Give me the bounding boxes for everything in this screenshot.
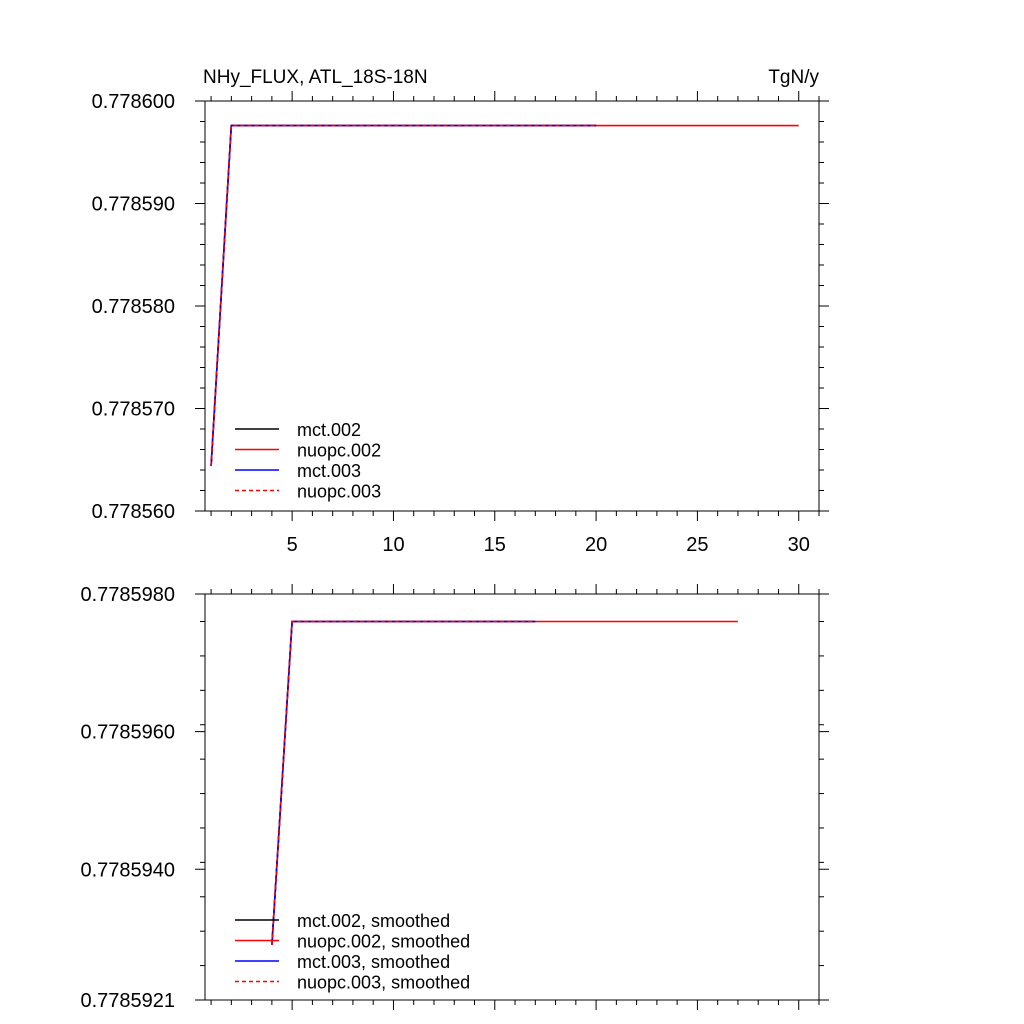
units-label: TgN/y [768,67,819,88]
bottom-panel: 0.7785921 0.7785940 0.7785960 0.7785980 mct.… [80,584,829,1012]
series-line [210,124,799,466]
series-line [271,620,536,945]
series-line [271,620,536,945]
legend-label: mct.002, smoothed [297,911,450,931]
plot-frame [204,593,820,1001]
legend-label: nuopc.002, smoothed [297,932,470,952]
legend-label: nuopc.003 [297,482,381,502]
y-tick-label: 0.778600 [92,91,175,113]
y-tick-label: 0.7785980 [80,584,175,606]
series-line [210,124,597,466]
chart-title: NHy_FLUX, ATL_18S-18N [203,67,428,88]
y-tick-label: 0.778560 [92,501,175,523]
y-tick-label: 0.778570 [92,399,175,421]
series-line [271,620,738,945]
y-tick-label: 0.7785960 [80,722,175,744]
series-line [271,620,536,945]
legend-label: mct.002 [297,420,361,440]
x-tick-label: 5 [287,534,298,556]
legend-label: mct.003 [297,461,361,481]
x-tick-label: 10 [382,534,404,556]
series-line [210,124,597,466]
legend-label: mct.003, smoothed [297,952,450,972]
x-tick-label: 30 [788,534,810,556]
series-line [210,124,597,466]
y-tick-label: 0.778590 [92,194,175,216]
x-tick-label: 25 [686,534,708,556]
legend-label: nuopc.002 [297,441,381,461]
y-tick-label: 0.778580 [92,296,175,318]
x-tick-label: 20 [585,534,607,556]
y-tick-label: 0.7785921 [80,990,175,1012]
x-tick-label: 15 [484,534,506,556]
y-tick-label: 0.7785940 [80,859,175,881]
top-panel: NHy_FLUX, ATL_18S-18N TgN/y 5 10 15 20 25 30 0… [92,67,829,556]
legend-label: nuopc.003, smoothed [297,973,470,993]
